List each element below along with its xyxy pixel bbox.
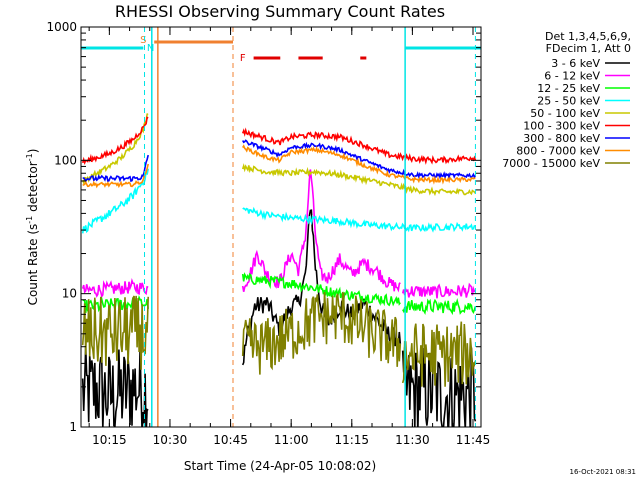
series-line: [81, 116, 149, 165]
plot-frame: [80, 26, 482, 428]
legend-entry-label: 6 - 12 keV: [544, 70, 600, 83]
event-lines-layer: [144, 27, 476, 427]
y-label-sup2: -1: [25, 153, 34, 161]
series-line: [242, 144, 476, 185]
series-line: [402, 298, 477, 316]
y-label-mid: detector: [26, 161, 40, 216]
y-tick-label: 100: [54, 153, 77, 167]
legend-entry-label: 3 - 6 keV: [551, 57, 600, 70]
series-line: [81, 295, 149, 370]
legend: Det 1,3,4,5,6,9, FDecim 1, Att 0 3 - 6 k…: [502, 30, 631, 170]
series-line: [82, 163, 149, 189]
series-line: [241, 272, 401, 307]
series-line: [241, 169, 401, 293]
series-line: [82, 154, 149, 183]
legend-entry-label: 100 - 300 keV: [523, 120, 600, 133]
y-label-end: ): [26, 149, 40, 154]
x-tick-label: 11:15: [334, 433, 369, 447]
y-tick-label: 10: [62, 287, 77, 301]
render-timestamp: 16-Oct-2021 08:31: [570, 468, 636, 476]
legend-entry-label: 7000 - 15000 keV: [502, 157, 600, 170]
x-tick-label: 10:15: [92, 433, 127, 447]
series-line: [241, 127, 477, 165]
x-tick-label: 11:00: [274, 433, 309, 447]
x-tick-label: 10:45: [213, 433, 248, 447]
flag-letter: S: [140, 35, 146, 46]
series-line: [81, 345, 149, 427]
legend-entry-label: 25 - 50 keV: [537, 95, 600, 108]
series-line: [81, 168, 149, 234]
series-line: [81, 278, 149, 299]
series-line: [241, 292, 402, 375]
legend-entry-label: 800 - 7000 keV: [516, 145, 600, 158]
series-layer: [81, 113, 477, 427]
y-label-main: Count Rate (s: [26, 224, 40, 306]
y-axis-label: Count Rate (s-1 detector-1): [25, 149, 40, 306]
series-line: [242, 139, 477, 181]
y-tick-label: 1000: [46, 20, 77, 34]
series-line: [81, 113, 149, 186]
series-line: [401, 282, 476, 299]
x-tick-label: 10:30: [153, 433, 188, 447]
flag-layer: SN F: [81, 35, 481, 64]
legend-entry-label: 300 - 800 keV: [523, 132, 600, 145]
legend-header-line1: Det 1,3,4,5,6,9,: [545, 30, 631, 43]
flag-letter: N: [147, 43, 154, 54]
legend-header-line2: FDecim 1, Att 0: [546, 42, 631, 55]
series-line: [242, 206, 476, 233]
legend-entry-label: 12 - 25 keV: [537, 82, 600, 95]
axis-layer: 10:15 10:30 10:45 11:00 11:15 11:30 11:45 1 10 10…: [46, 20, 490, 447]
x-tick-label: 11:45: [456, 433, 491, 447]
series-line: [241, 163, 477, 197]
series-line: [401, 346, 477, 427]
y-tick-label: 1: [69, 420, 77, 434]
legend-entry-label: 50 - 100 keV: [530, 107, 600, 120]
chart-title: RHESSI Observing Summary Count Rates: [115, 2, 445, 21]
x-tick-label: 11:30: [395, 433, 430, 447]
y-label-sup1: -1: [25, 216, 34, 224]
series-line: [401, 321, 477, 387]
x-axis-label: Start Time (24-Apr-05 10:08:02): [184, 459, 376, 473]
flag-letter: F: [240, 53, 246, 64]
